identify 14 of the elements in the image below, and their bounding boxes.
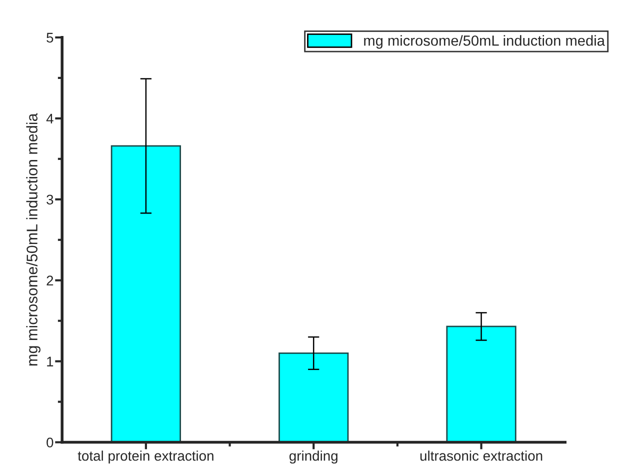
y-tick-label: 5 <box>46 32 54 43</box>
bar <box>278 352 349 442</box>
bar <box>110 145 181 442</box>
x-tick-label: total protein extraction <box>78 450 214 464</box>
legend-label: mg microsome/50mL induction media <box>364 35 605 49</box>
y-tick-label: 4 <box>46 114 54 124</box>
y-axis-title: mg microsome/50mL induction media <box>26 113 40 366</box>
bar <box>446 326 516 442</box>
y-tick-label: 3 <box>46 194 54 205</box>
y-tick-label: 2 <box>46 276 54 286</box>
x-tick-label: ultrasonic extraction <box>420 450 542 461</box>
y-tick-label: 0 <box>46 438 54 448</box>
x-tick-label: grinding <box>289 450 338 464</box>
y-tick-label: 1 <box>47 356 54 366</box>
